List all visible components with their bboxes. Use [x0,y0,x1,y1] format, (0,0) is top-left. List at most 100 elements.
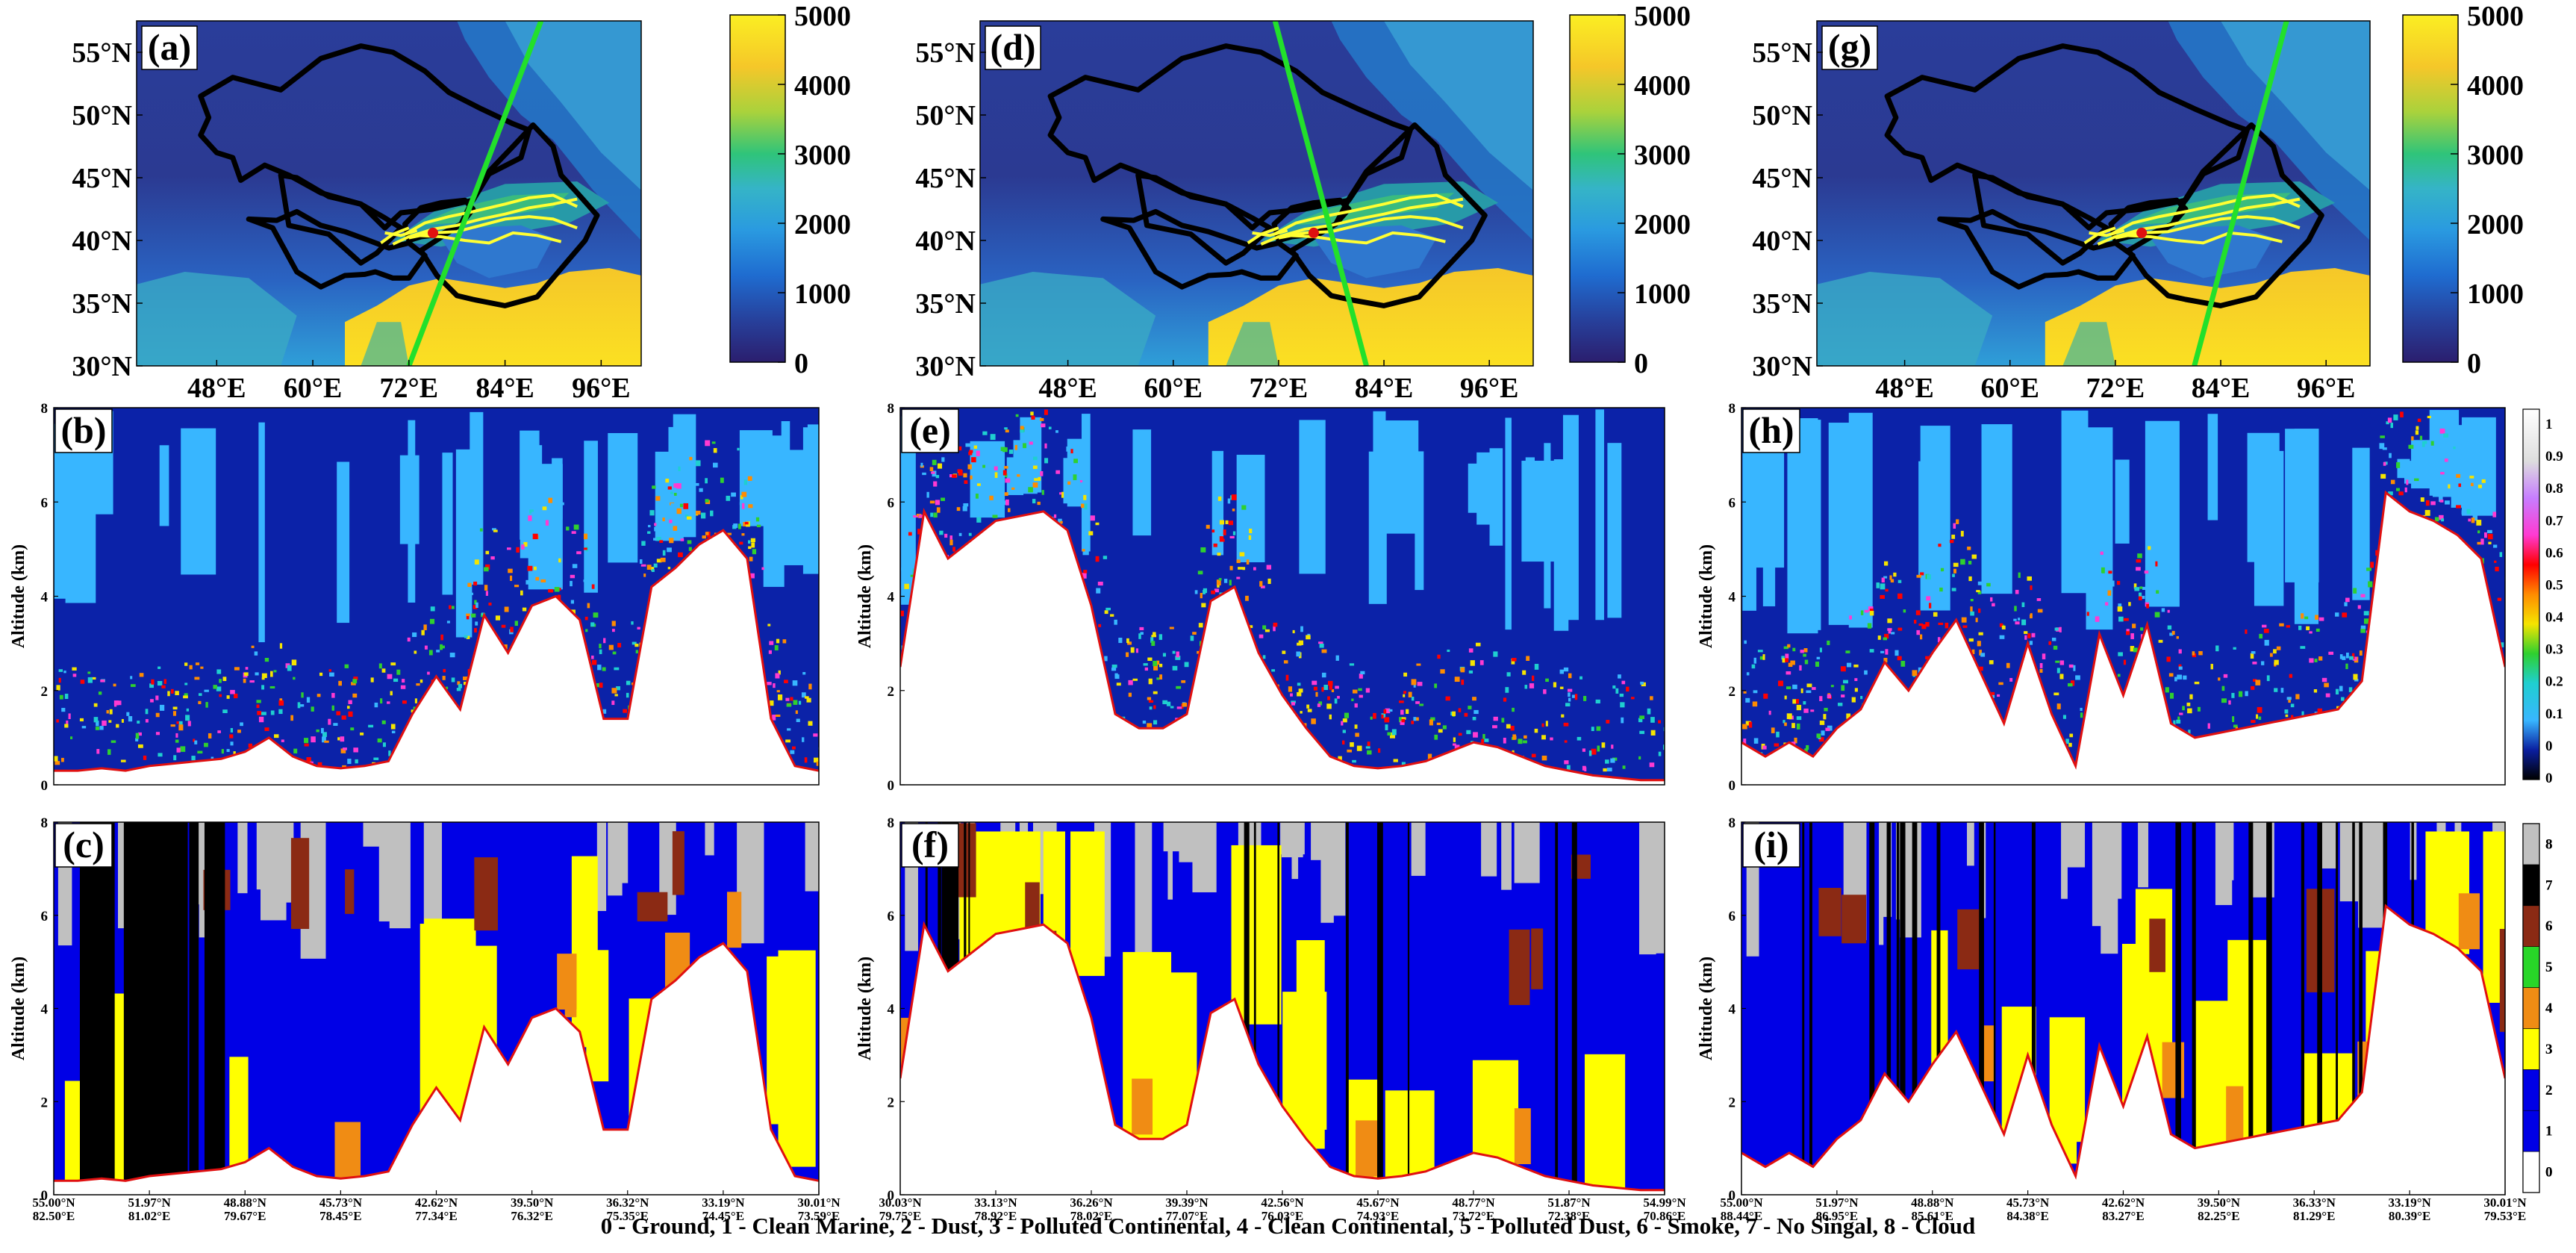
aerosol-signal [1411,679,1417,685]
aerosol-signal [1951,588,1956,591]
alt-tick-label: 6 [1729,495,1736,511]
cloud-type [2061,822,2068,899]
aerosol-signal [452,606,455,609]
aerosol-signal [2359,650,2363,656]
aerosol-signal [1454,744,1460,749]
aerosol-signal [930,512,934,517]
aerosol-signal [1819,647,1822,653]
aerosol-signal [79,718,84,722]
aerosol-signal [962,506,967,512]
site-marker [428,227,439,238]
plateau-area [1208,268,1533,366]
aerosol-signal [2207,723,2210,729]
aerosol-signal [2354,679,2359,682]
aerosol-signal [1778,680,1783,686]
aerosol-signal [1271,669,1276,672]
aerosol-signal [2013,618,2017,621]
lat-tick-label: 30°N [72,351,132,382]
aerosol-signal [2189,694,2193,700]
aerosol-signal [1815,662,1820,667]
aerosol-signal [485,564,490,570]
aerosol-signal [2188,730,2191,736]
aerosol-signal [1951,534,1956,539]
aerosol-signal [813,733,818,737]
aerosol-signal [1650,730,1656,736]
aerosol-signal [514,621,518,626]
aerosol-signal [2031,632,2036,638]
aerosol-signal [584,616,588,621]
aerosol-signal [1381,714,1384,719]
lat-tick-label: 55°N [915,37,976,69]
aerosol-signal [1768,710,1771,715]
aerosol-signal [2279,623,2284,626]
aerosol-signal [1267,578,1271,585]
colorbar-tick-label: 4 [2545,1001,2553,1016]
aerosol-signal [472,558,476,563]
aerosol-signal [281,739,284,742]
aerosol-signal [932,459,937,465]
aerosol-signal [1559,669,1565,674]
type-colorbar-segment [2522,987,2540,1029]
aerosol-signal [2309,631,2313,634]
aerosol-signal [1220,538,1225,542]
aerosol-signal [393,678,399,683]
aerosol-signal [158,753,163,757]
aerosol-signal [667,486,672,490]
aerosol-signal [710,510,714,517]
aerosol-signal [205,702,208,708]
aerosol-signal [640,564,646,567]
aerosol-signal [113,683,116,687]
type-colorbar-segment [2522,946,2540,988]
aerosol-signal [1825,727,1830,732]
cloud-type [1411,822,1426,876]
aerosol-signal [1762,654,1765,660]
cloud-layer [1505,417,1512,630]
aerosol-signal [1461,680,1465,685]
aerosol-signal [1153,660,1158,667]
aerosol-signal [617,643,622,648]
alt-tick-label: 0 [888,778,895,794]
aerosol-signal [917,529,920,535]
aerosol-signal [1897,656,1902,661]
elevation-colorbar [2402,14,2459,363]
aerosol-signal [2487,533,2493,540]
aerosol-signal [1913,620,1917,624]
aerosol-signal [1273,622,1278,627]
aerosol-signal [1518,739,1523,744]
aerosol-signal [599,649,602,654]
aerosol-signal [935,475,940,479]
ground-surface [54,943,819,1195]
polluted-continental-type [1231,845,1282,1025]
aerosol-signal [652,485,656,489]
aerosol-signal [2454,440,2460,444]
aerosol-signal [1005,478,1011,483]
aerosol-signal [1568,673,1572,679]
aerosol-signal [1311,718,1316,724]
aerosol-signal [2439,514,2444,520]
aerosol-signal [2245,691,2248,697]
aerosol-signal [733,523,738,528]
aerosol-signal [198,693,202,696]
aerosol-signal [1442,725,1447,730]
aerosol-signal [264,727,269,731]
aerosol-signal [1143,663,1148,666]
aerosol-signal [473,605,478,609]
river-line [417,231,562,245]
aerosol-signal [1350,742,1354,747]
aerosol-signal [373,757,379,760]
aerosol-signal [2497,597,2501,601]
aerosol-signal [2030,585,2033,591]
aerosol-signal [611,688,617,694]
aerosol-signal [2494,560,2497,563]
lat-tick-label: 45°N [915,163,976,194]
aerosol-signal [1162,700,1168,705]
aerosol-signal [191,756,196,761]
aerosol-signal [2300,646,2306,649]
colorbar-tick-label: 0 [2545,771,2553,786]
aerosol-signal [1742,724,1747,730]
aerosol-signal [792,746,796,750]
aerosol-signal [705,440,711,447]
aerosol-signal [1329,684,1333,690]
alt-tick-label: 8 [41,815,49,831]
